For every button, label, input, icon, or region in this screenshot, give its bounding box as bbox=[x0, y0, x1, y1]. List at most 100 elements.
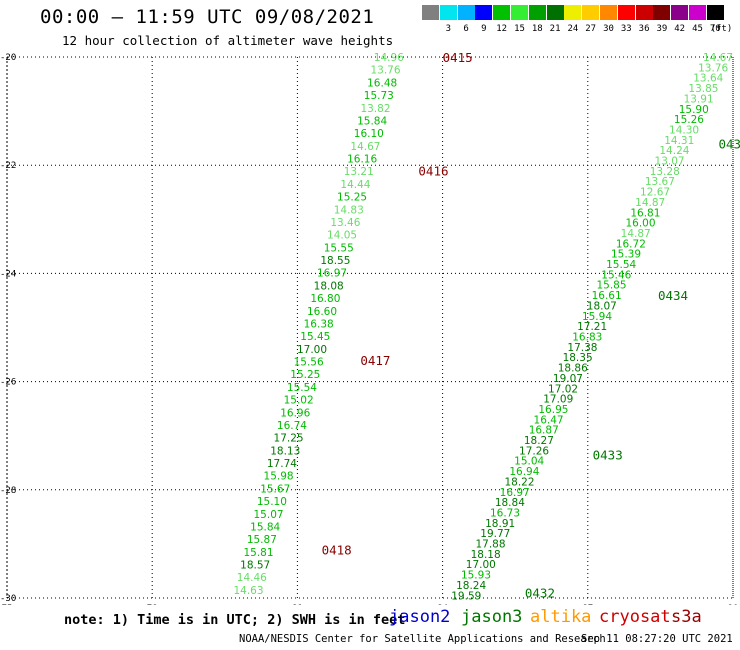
wave-height-label: 15.10 bbox=[257, 496, 287, 508]
wave-height-label: 14.67 bbox=[703, 52, 733, 64]
wave-height-label: 16.94 bbox=[509, 466, 539, 478]
wave-height-label: 18.22 bbox=[504, 476, 534, 488]
wave-height-label: 13.21 bbox=[344, 166, 374, 178]
wave-height-label: 16.97 bbox=[500, 487, 530, 499]
scale-swatch bbox=[439, 5, 457, 20]
scale-swatch bbox=[475, 5, 493, 20]
wave-height-label: 13.91 bbox=[684, 93, 714, 105]
scale-label: 27 bbox=[585, 24, 597, 34]
wave-height-label: 18.57 bbox=[240, 560, 270, 572]
wave-height-label: 15.90 bbox=[679, 104, 709, 116]
scale-swatch bbox=[689, 5, 706, 20]
scale-label: 21 bbox=[549, 24, 561, 34]
wave-height-label: 13.28 bbox=[650, 166, 680, 178]
satellite-legend-jason2: jason2 bbox=[389, 607, 451, 627]
scale-label: 36 bbox=[638, 24, 650, 34]
wave-height-label: 12.67 bbox=[640, 187, 670, 199]
wave-height-label: 14.63 bbox=[233, 585, 263, 597]
scale-swatch bbox=[564, 5, 582, 20]
satellite-legend-jason3: jason3 bbox=[461, 607, 523, 627]
wave-height-label: 13.64 bbox=[693, 73, 723, 85]
wave-height-label: 16.96 bbox=[280, 407, 310, 419]
wave-height-label: 16.72 bbox=[616, 238, 646, 250]
wave-height-label: 15.26 bbox=[674, 114, 704, 126]
wave-height-label: 17.00 bbox=[297, 344, 327, 356]
wave-height-label: 19.07 bbox=[553, 373, 583, 385]
scale-swatch bbox=[422, 5, 439, 20]
footer-timestamp: Sep 11 08:27:20 UTC 2021 bbox=[581, 633, 733, 645]
scale-swatch bbox=[457, 5, 475, 20]
wave-height-label: 14.87 bbox=[621, 228, 651, 240]
wave-height-label: 15.85 bbox=[596, 280, 626, 292]
wave-height-label: 15.94 bbox=[582, 311, 612, 323]
wave-height-label: 15.25 bbox=[337, 192, 367, 204]
wave-height-label: 14.96 bbox=[374, 52, 404, 64]
wave-height-label: 16.48 bbox=[367, 77, 397, 89]
wave-height-label: 16.95 bbox=[538, 404, 568, 416]
wave-height-label: 18.86 bbox=[558, 363, 588, 375]
scale-swatch bbox=[600, 5, 617, 20]
wave-height-label: 19.59 bbox=[451, 590, 481, 602]
wave-height-label: 16.81 bbox=[630, 207, 660, 219]
lon-tick-label: 90 bbox=[728, 604, 739, 605]
wave-height-label: 14.05 bbox=[327, 230, 357, 242]
wave-height-label: 16.10 bbox=[354, 128, 384, 140]
wave-height-label: 15.56 bbox=[294, 357, 324, 369]
note-text: note: 1) Time is in UTC; 2) SWH is in fe… bbox=[64, 612, 406, 628]
wave-height-label: 16.61 bbox=[592, 290, 622, 302]
wave-height-label: 15.02 bbox=[284, 395, 314, 407]
wave-height-label: 18.24 bbox=[456, 580, 486, 592]
wave-height-label: 14.44 bbox=[340, 179, 370, 191]
wave-height-label: 15.55 bbox=[324, 242, 354, 254]
wave-height-label: 17.25 bbox=[274, 433, 304, 445]
wave-height-label: 14.46 bbox=[237, 572, 267, 584]
wave-height-label: 18.13 bbox=[270, 445, 300, 457]
wave-height-label: 17.21 bbox=[577, 321, 607, 333]
scale-swatch bbox=[671, 5, 689, 20]
wave-height-label: 18.07 bbox=[587, 300, 617, 312]
wave-height-label: 15.98 bbox=[264, 471, 294, 483]
scale-label: 30 bbox=[603, 24, 614, 34]
scale-swatch bbox=[528, 5, 546, 20]
satellite-legend-cryosat: cryosat bbox=[599, 607, 671, 627]
scale-swatch bbox=[511, 5, 528, 20]
scale-label: 24 bbox=[567, 24, 579, 34]
wave-height-label: 19.77 bbox=[480, 528, 510, 540]
lat-tick-label: -26 bbox=[0, 378, 16, 388]
wave-height-label: 16.73 bbox=[490, 507, 520, 519]
wave-height-label: 13.76 bbox=[698, 62, 728, 74]
wave-height-label: 18.18 bbox=[471, 549, 501, 561]
pass-number-label: 0415 bbox=[443, 50, 473, 65]
wave-height-label: 17.88 bbox=[475, 539, 505, 551]
wave-height-label: 15.67 bbox=[260, 483, 290, 495]
scale-unit: (ft) bbox=[710, 24, 733, 34]
wave-height-label: 14.24 bbox=[659, 145, 689, 157]
wave-height-label: 15.39 bbox=[611, 249, 641, 261]
satellite-legend-s3a: s3a bbox=[671, 607, 702, 627]
wave-height-label: 13.76 bbox=[370, 65, 400, 77]
scale-label: 9 bbox=[481, 24, 487, 34]
pass-number-label: 0434 bbox=[658, 288, 688, 303]
scale-swatch bbox=[635, 5, 653, 20]
wave-height-label: 16.16 bbox=[347, 154, 377, 166]
wave-height-label: 16.74 bbox=[277, 420, 307, 432]
page-subtitle: 12 hour collection of altimeter wave hei… bbox=[62, 33, 394, 48]
wave-height-label: 18.08 bbox=[314, 280, 344, 292]
pass-number-label: 0418 bbox=[322, 542, 352, 557]
wave-height-map: 757881848790-20-22-24-26-28-3014.9613.76… bbox=[0, 50, 740, 605]
lon-tick-label: 87 bbox=[582, 604, 593, 605]
wave-height-label: 16.60 bbox=[307, 306, 337, 318]
scale-label: 18 bbox=[531, 24, 543, 34]
lat-tick-label: -28 bbox=[0, 486, 16, 496]
wave-height-label: 14.83 bbox=[334, 204, 364, 216]
pass-number-label: 0431 bbox=[718, 137, 740, 152]
wave-height-label: 13.07 bbox=[655, 156, 685, 168]
scale-swatch bbox=[546, 5, 564, 20]
wave-height-label: 18.84 bbox=[495, 497, 525, 509]
pass-number-label: 0433 bbox=[593, 448, 623, 463]
wave-height-label: 15.25 bbox=[290, 369, 320, 381]
wave-height-label: 13.67 bbox=[645, 176, 675, 188]
scale-swatch bbox=[617, 5, 635, 20]
lon-tick-label: 84 bbox=[437, 604, 448, 605]
scale-label: 15 bbox=[514, 24, 525, 34]
